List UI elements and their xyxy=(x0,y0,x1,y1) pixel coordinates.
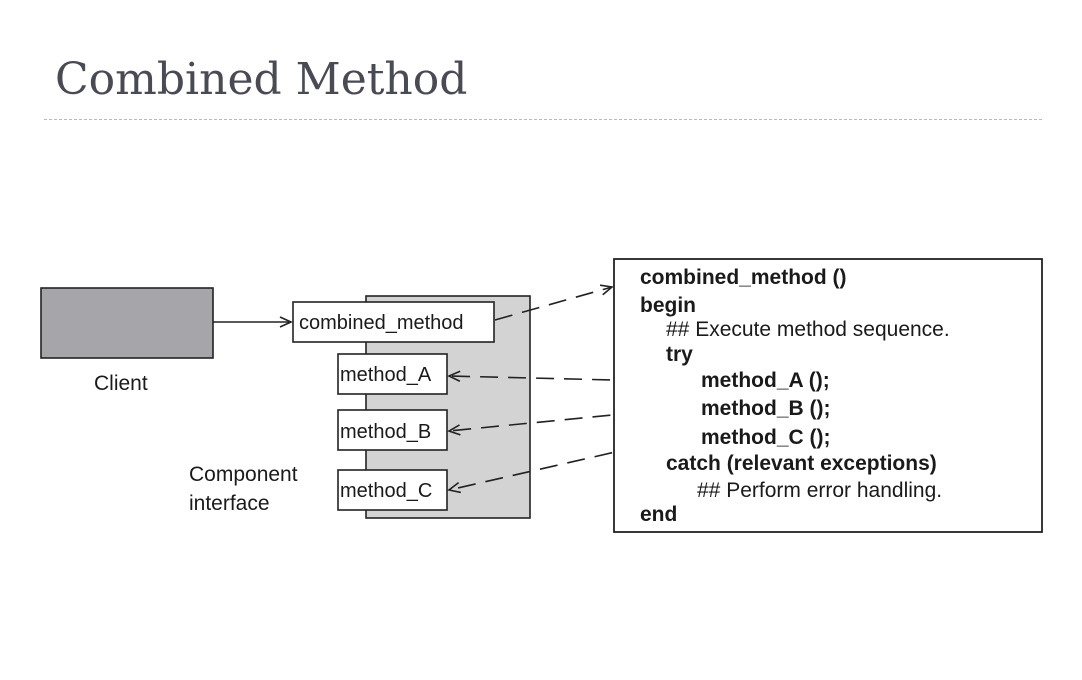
code-line-call-c: method_C (); xyxy=(701,426,831,449)
method-a-box-label: method_A xyxy=(340,364,432,386)
client-label: Client xyxy=(94,372,148,395)
component-interface-label-line1: Component xyxy=(189,463,298,486)
combined-method-box xyxy=(292,301,495,343)
component-interface-label-line2: interface xyxy=(189,492,270,515)
combined-method-box-label: combined_method xyxy=(299,312,464,334)
code-line-comment-execute: ## Execute method sequence. xyxy=(666,318,950,341)
method-b-box xyxy=(337,409,448,451)
client-box xyxy=(40,287,214,359)
code-box xyxy=(613,258,1043,533)
code-line-signature: combined_method () xyxy=(640,266,847,289)
code-line-comment-error: ## Perform error handling. xyxy=(697,479,942,502)
method-c-box xyxy=(337,469,448,511)
code-line-try: try xyxy=(666,343,693,366)
code-line-catch: catch (relevant exceptions) xyxy=(666,452,937,475)
code-line-begin: begin xyxy=(640,294,696,317)
combined-to-code-arrow xyxy=(494,284,614,321)
method-c-box-label: method_C xyxy=(340,480,432,502)
code-line-call-a: method_A (); xyxy=(701,369,830,392)
code-line-end: end xyxy=(640,503,677,526)
method-a-box xyxy=(337,353,448,395)
slide-title: Combined Method xyxy=(55,54,468,105)
title-divider xyxy=(44,119,1042,120)
method-b-box-label: method_B xyxy=(340,421,431,443)
code-line-call-b: method_B (); xyxy=(701,397,831,420)
